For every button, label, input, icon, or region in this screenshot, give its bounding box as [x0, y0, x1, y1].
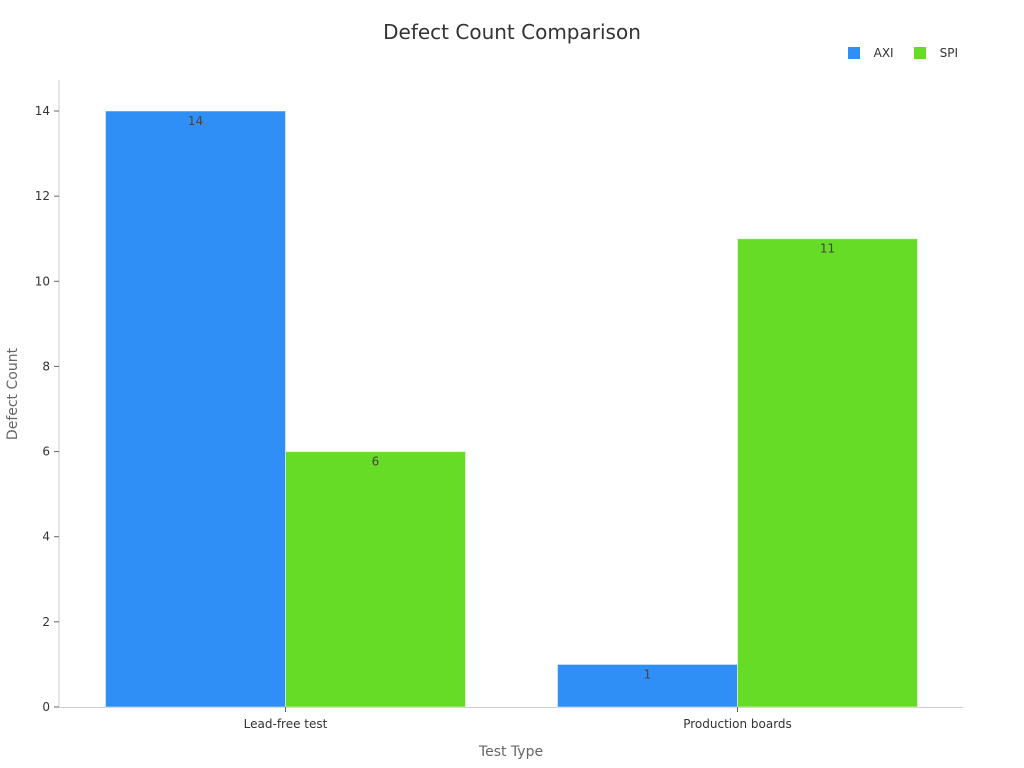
- y-axis-title: Defect Count: [5, 347, 21, 440]
- legend-item-spi[interactable]: SPI: [913, 46, 958, 60]
- y-tick-label: 0: [42, 700, 50, 714]
- x-tick-label: Lead-free test: [244, 717, 328, 731]
- bar-value-label: 1: [644, 667, 652, 681]
- x-tick-label: Production boards: [683, 717, 792, 731]
- y-tick-label: 10: [35, 274, 50, 288]
- legend-label-spi: SPI: [939, 46, 958, 60]
- bar-spi-1[interactable]: [737, 238, 918, 708]
- legend-label-axi: AXI: [873, 46, 894, 60]
- legend: AXI SPI: [828, 46, 958, 60]
- bar-value-label: 11: [820, 242, 835, 256]
- legend-item-axi[interactable]: AXI: [847, 46, 894, 60]
- bar-axi-0[interactable]: [105, 110, 286, 708]
- y-tick-label: 2: [42, 615, 50, 629]
- y-tick-label: 4: [42, 530, 50, 544]
- bar-axi-1[interactable]: [557, 663, 738, 708]
- y-tick-label: 8: [42, 359, 50, 373]
- legend-swatch-axi: [847, 47, 860, 59]
- bar-value-label: 14: [188, 114, 203, 128]
- y-tick-label: 6: [42, 445, 50, 459]
- bar-spi-0[interactable]: [285, 451, 466, 708]
- y-tick-label: 12: [35, 189, 50, 203]
- bar-value-label: 6: [372, 455, 380, 469]
- chart-title: Defect Count Comparison: [383, 20, 641, 44]
- x-axis-title: Test Type: [478, 744, 543, 760]
- y-tick-label: 14: [35, 104, 50, 118]
- legend-swatch-spi: [913, 47, 926, 59]
